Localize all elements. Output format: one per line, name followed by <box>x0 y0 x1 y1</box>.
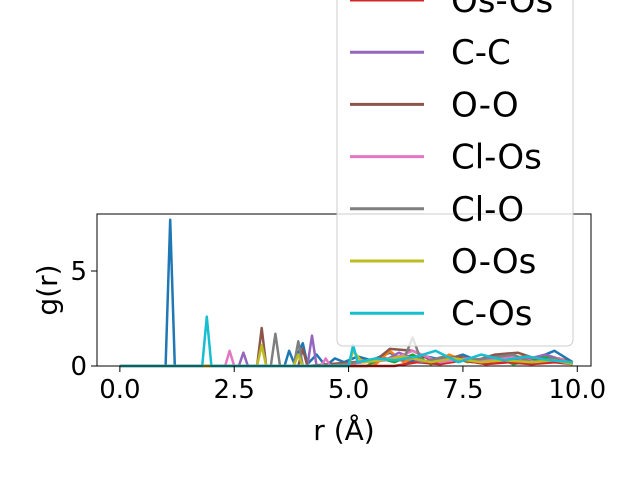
legend: Os-Os C-C O-O Cl-Os Cl-O O-Os C-Os <box>336 0 574 347</box>
series-line-c-os <box>119 315 573 368</box>
x-axis-label: r (Å) <box>313 413 374 447</box>
legend-label-o-o: O-O <box>451 85 519 125</box>
x-tick-label: 5.0 <box>328 375 369 405</box>
x-tick-label: 0.0 <box>99 375 140 405</box>
y-axis-label: g(r) <box>31 264 64 315</box>
y-axis: 05 <box>70 257 97 382</box>
legend-label-c-c: C-C <box>451 33 511 73</box>
legend-label-o-os: O-Os <box>451 242 536 282</box>
legend-label-cl-o: Cl-O <box>451 190 524 230</box>
x-axis: 0.0 2.5 5.0 7.5 10.0 <box>99 366 606 405</box>
x-tick-label: 7.5 <box>442 375 483 405</box>
legend-label-cl-os: Cl-Os <box>451 138 542 178</box>
x-tick-label: 10.0 <box>548 375 606 405</box>
legend-label-c-os: C-Os <box>451 294 532 334</box>
legend-label-os-os: Os-Os <box>451 0 553 21</box>
legend-box <box>336 0 574 347</box>
x-tick-label: 2.5 <box>214 375 255 405</box>
y-tick-label: 5 <box>70 257 87 287</box>
y-tick-label: 0 <box>70 352 87 382</box>
